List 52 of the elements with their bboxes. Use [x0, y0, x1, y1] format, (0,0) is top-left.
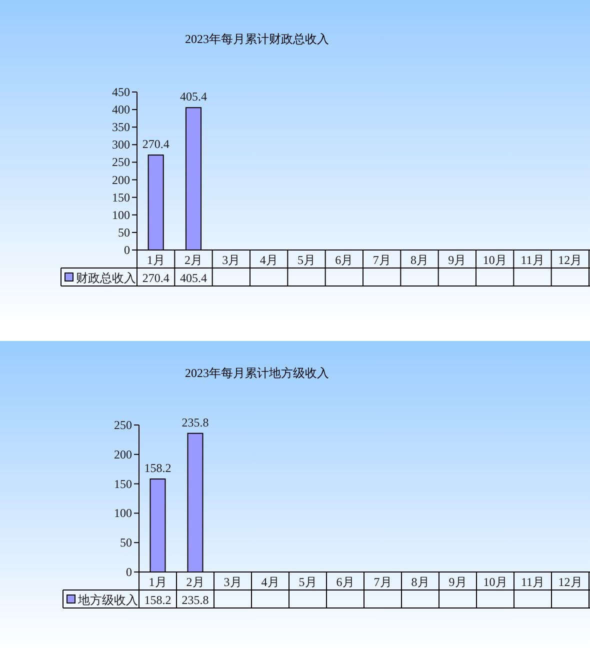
- x-tick-label: 8月: [410, 253, 428, 267]
- data-label: 158.2: [144, 593, 172, 607]
- x-tick-label: 11月: [520, 575, 545, 589]
- chart-title: 2023年每月累计财政总收入: [185, 32, 329, 46]
- y-tick-label: 150: [112, 190, 130, 204]
- x-tick-label: 4月: [260, 253, 278, 267]
- x-tick-label: 12月: [558, 575, 582, 589]
- y-tick-label: 250: [114, 418, 132, 432]
- annotation: 270.4: [142, 137, 170, 152]
- x-tick-label: 10月: [482, 253, 507, 267]
- y-tick-label: 300: [112, 138, 130, 152]
- legend-label: 财政总收入: [76, 271, 136, 285]
- x-tick-label: 6月: [336, 575, 354, 589]
- x-tick-label: 3月: [222, 253, 240, 267]
- x-tick-label: 7月: [372, 253, 391, 267]
- y-tick-label: 50: [120, 536, 132, 550]
- y-tick-label: 100: [114, 506, 132, 520]
- y-tick-label: 450: [112, 85, 130, 99]
- data-label: 270.4: [142, 271, 170, 285]
- y-tick-label: 0: [126, 565, 132, 579]
- x-tick-label: 10月: [483, 575, 508, 589]
- x-tick-label: 9月: [448, 253, 466, 267]
- data-label: 405.4: [180, 271, 207, 285]
- chart-title: 2023年每月累计地方级收入: [185, 366, 329, 380]
- data-label: 235.8: [182, 593, 209, 607]
- annotation: 405.4: [180, 90, 207, 104]
- x-tick-label: 2月: [184, 253, 202, 267]
- annotation: 235.8: [182, 415, 209, 430]
- y-tick-label: 100: [112, 208, 130, 222]
- annotation: 158.2: [144, 460, 172, 475]
- x-tick-label: 5月: [298, 253, 316, 267]
- y-tick-label: 50: [118, 225, 130, 240]
- x-tick-label: 8月: [411, 575, 430, 589]
- x-tick-label: 4月: [261, 575, 280, 589]
- y-tick-label: 0: [124, 243, 130, 257]
- x-tick-label: 11月: [520, 253, 544, 267]
- y-tick-label: 200: [112, 172, 130, 187]
- y-tick-label: 200: [114, 447, 132, 462]
- y-tick-label: 250: [112, 155, 130, 170]
- x-tick-label: 9月: [448, 575, 467, 589]
- x-tick-label: 2月: [186, 575, 204, 589]
- y-tick-label: 400: [112, 102, 130, 117]
- y-tick-label: 150: [114, 476, 132, 491]
- x-tick-label: 7月: [374, 575, 392, 589]
- x-tick-label: 1月: [146, 253, 165, 267]
- x-tick-label: 12月: [558, 253, 582, 267]
- x-tick-label: 1月: [148, 575, 167, 589]
- x-tick-label: 6月: [335, 253, 354, 267]
- legend-label: 地方级收入: [77, 593, 138, 607]
- x-tick-label: 3月: [224, 575, 242, 589]
- y-tick-label: 350: [112, 120, 130, 134]
- x-tick-label: 5月: [298, 575, 317, 589]
